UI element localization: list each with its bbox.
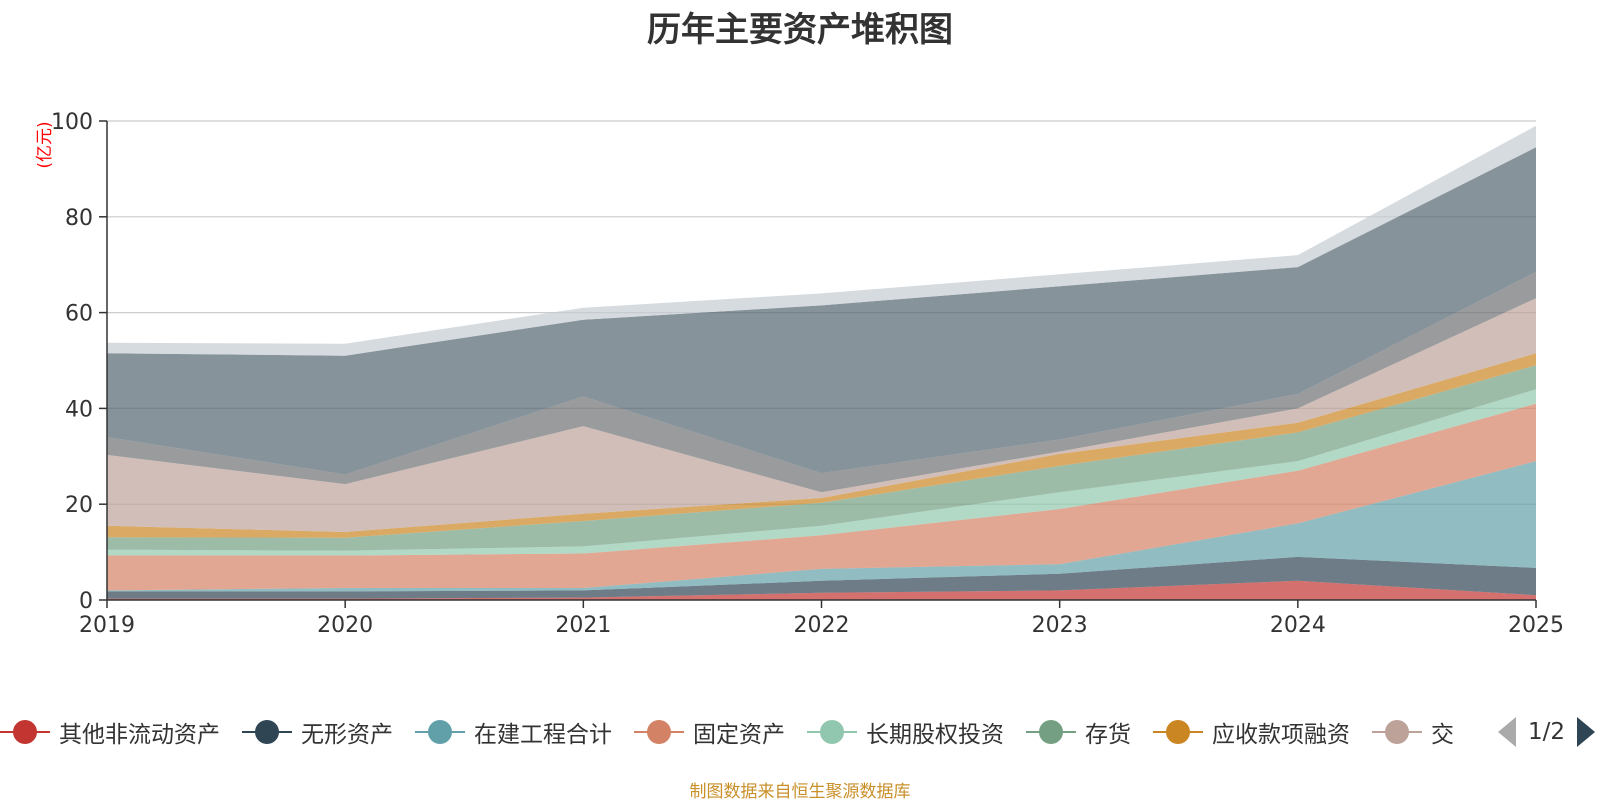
area-货币资金[interactable] bbox=[107, 147, 1536, 475]
legend-label: 其他非流动资产 bbox=[59, 722, 220, 748]
area-series-group bbox=[107, 125, 1536, 600]
legend-item[interactable]: 在建工程合计 bbox=[415, 715, 612, 749]
legend: 其他非流动资产 无形资产 在建工程合计 固定资产 长期股权投资 存货 应收款项融资 交 bbox=[0, 715, 1490, 755]
x-tick-label: 2022 bbox=[794, 613, 850, 638]
legend-marker-icon bbox=[1372, 719, 1422, 745]
legend-label: 固定资产 bbox=[693, 722, 785, 748]
x-tick-label: 2019 bbox=[79, 613, 135, 638]
legend-marker-icon bbox=[1026, 719, 1076, 745]
y-tick-label: 100 bbox=[51, 110, 93, 135]
legend-item[interactable]: 存货 bbox=[1026, 715, 1131, 749]
legend-label: 无形资产 bbox=[301, 722, 393, 748]
legend-label: 存货 bbox=[1085, 722, 1131, 748]
legend-item[interactable]: 交 bbox=[1372, 715, 1454, 749]
legend-label: 在建工程合计 bbox=[474, 722, 612, 748]
chart-title: 历年主要资产堆积图 bbox=[647, 10, 953, 50]
x-tick-label: 2025 bbox=[1508, 613, 1564, 638]
legend-page-indicator: 1/2 bbox=[1528, 719, 1566, 745]
legend-item[interactable]: 其他非流动资产 bbox=[0, 715, 220, 749]
legend-label: 长期股权投资 bbox=[866, 722, 1004, 748]
y-tick-label: 60 bbox=[65, 302, 93, 327]
x-tick-label: 2020 bbox=[317, 613, 373, 638]
legend-marker-icon bbox=[415, 719, 465, 745]
source-note: 制图数据来自恒生聚源数据库 bbox=[689, 782, 911, 802]
legend-marker-icon bbox=[1153, 719, 1203, 745]
y-tick-label: 80 bbox=[65, 206, 93, 231]
x-tick-label: 2023 bbox=[1032, 613, 1088, 638]
legend-item[interactable]: 长期股权投资 bbox=[807, 715, 1004, 749]
stacked-area-chart: 0 20 40 60 80 100 2019 2020 2021 2022 2023 2024 2025… bbox=[35, 110, 1564, 638]
area-存货[interactable] bbox=[107, 365, 1536, 551]
area-应收账款[interactable] bbox=[107, 271, 1536, 493]
area-在建工程合计[interactable] bbox=[107, 461, 1536, 592]
legend-pager: 1/2 bbox=[1498, 714, 1596, 750]
legend-next-page-icon[interactable] bbox=[1577, 717, 1596, 747]
legend-label: 应收款项融资 bbox=[1212, 722, 1350, 748]
legend-label: 交 bbox=[1431, 722, 1454, 748]
area-固定资产[interactable] bbox=[107, 403, 1536, 591]
area-应收款项融资[interactable] bbox=[107, 353, 1536, 538]
area-其他非流动资产[interactable] bbox=[107, 580, 1536, 600]
y-tick-label: 40 bbox=[65, 397, 93, 422]
y-tick-label: 20 bbox=[65, 493, 93, 518]
legend-marker-icon bbox=[634, 719, 684, 745]
legend-marker-icon bbox=[0, 719, 50, 745]
legend-marker-icon bbox=[242, 719, 292, 745]
y-tick-label: 0 bbox=[79, 589, 93, 614]
axes: 0 20 40 60 80 100 2019 2020 2021 2022 2023 2024 2025 bbox=[51, 110, 1564, 638]
area-交易性金融资产[interactable] bbox=[107, 298, 1536, 532]
legend-item[interactable]: 固定资产 bbox=[634, 715, 785, 749]
x-tick-label: 2021 bbox=[555, 613, 611, 638]
y-axis-unit-label: (亿元) bbox=[35, 121, 55, 168]
legend-prev-page-icon[interactable] bbox=[1498, 717, 1516, 747]
x-tick-label: 2024 bbox=[1270, 613, 1326, 638]
area-长期股权投资[interactable] bbox=[107, 389, 1536, 556]
legend-marker-icon bbox=[807, 719, 857, 745]
area-无形资产[interactable] bbox=[107, 556, 1536, 599]
legend-item[interactable]: 无形资产 bbox=[242, 715, 393, 749]
legend-item[interactable]: 应收款项融资 bbox=[1153, 715, 1350, 749]
